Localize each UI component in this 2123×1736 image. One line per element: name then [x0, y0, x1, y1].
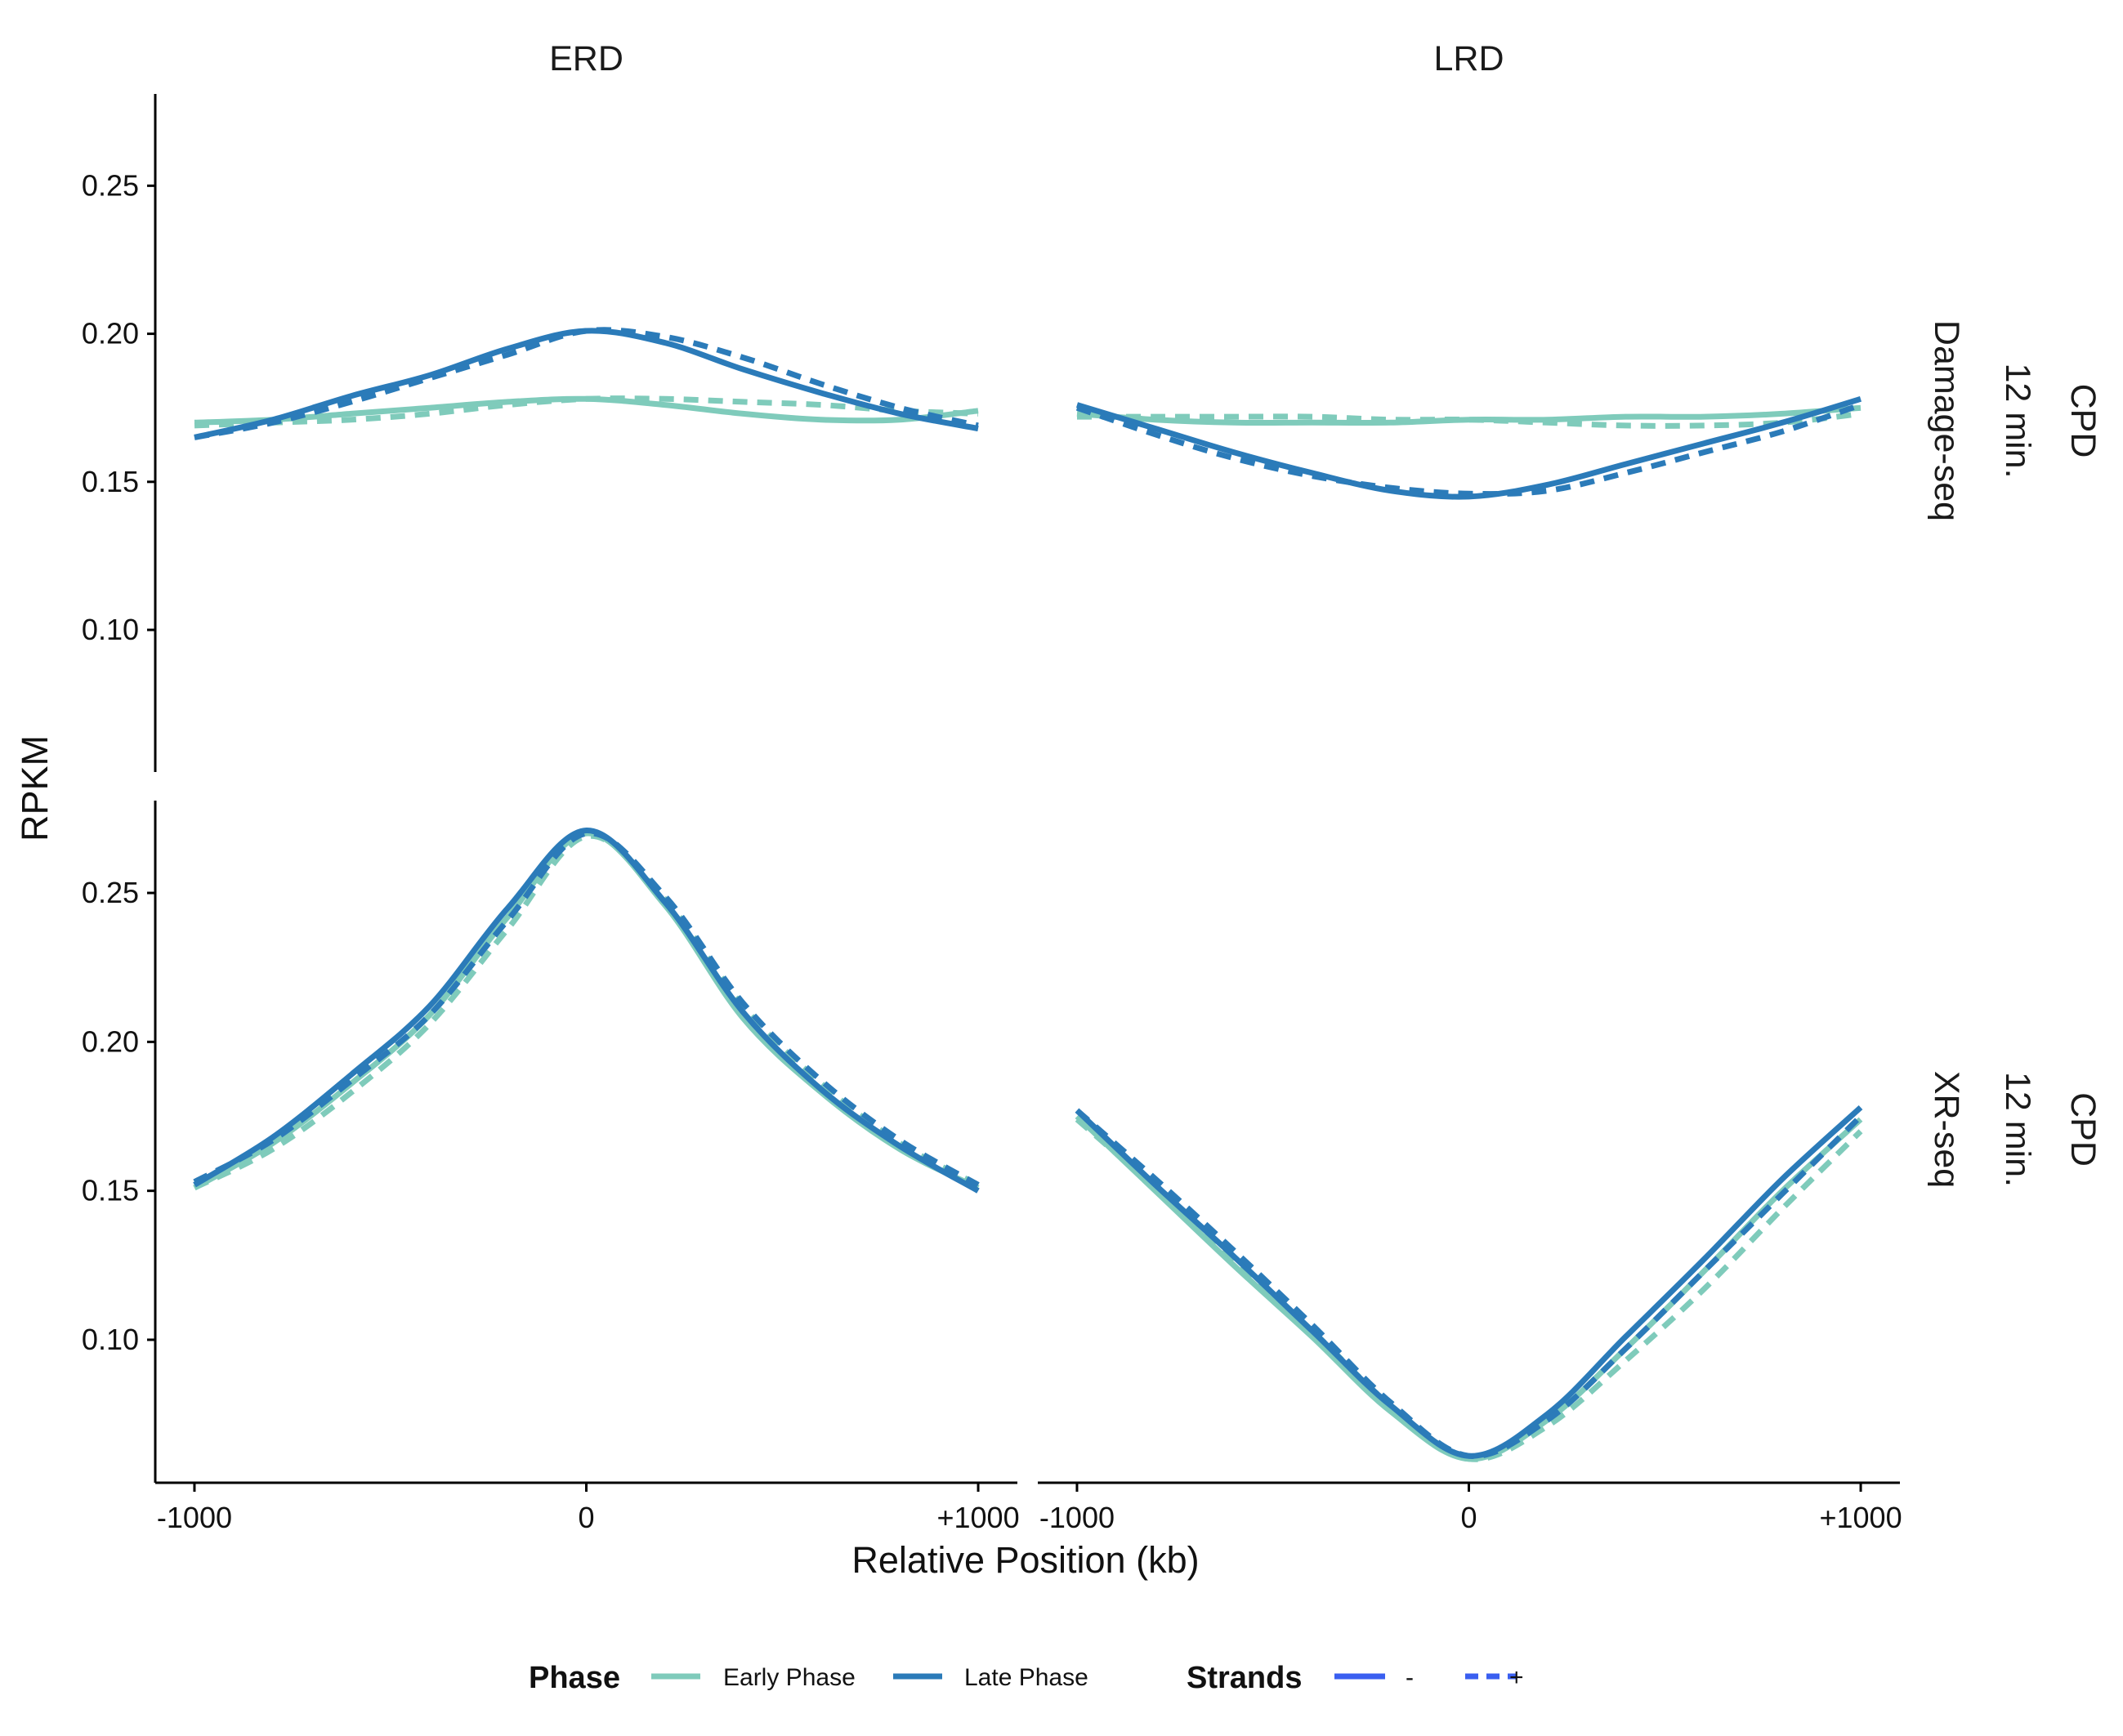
legend-label-strand: -	[1406, 1664, 1414, 1691]
legend-phase-title: Phase	[529, 1661, 620, 1695]
series-lines	[193, 327, 1863, 1462]
y-tick-label: 0.15	[82, 465, 139, 498]
y-tick-label: 0.25	[82, 168, 139, 202]
x-tick-label: 0	[578, 1501, 594, 1534]
x-tick-label: -1000	[1039, 1501, 1115, 1534]
y-tick-label: 0.20	[82, 317, 139, 350]
series-line-early-minus	[193, 830, 980, 1191]
y-axis-title: RPKM	[14, 735, 56, 841]
row-strip-label: CPD	[2063, 1092, 2103, 1167]
row-strip-label: XR-seq	[1927, 1071, 1966, 1188]
series-line-late-plus	[193, 830, 980, 1188]
row-strip-label: 12 min.	[1998, 363, 2037, 478]
x-tick-label: +1000	[936, 1501, 1019, 1534]
legend-label-early: Early Phase	[723, 1664, 856, 1691]
x-axis-title: Relative Position (kb)	[851, 1539, 1199, 1581]
series-line-early-minus	[1076, 404, 1862, 426]
series-line-early-plus	[193, 832, 980, 1191]
legend: Phase Early Phase Late Phase Strands - +	[529, 1661, 1524, 1695]
series-line-late-plus	[1075, 402, 1862, 498]
series-line-early-plus	[1077, 410, 1862, 429]
series-line-early-plus	[194, 395, 979, 429]
series-line-late-plus	[1075, 1108, 1863, 1459]
row-strip-label: Damage-seq	[1927, 320, 1966, 521]
y-tick-label: 0.15	[82, 1174, 139, 1207]
series-line-late-plus	[194, 327, 979, 440]
series-line-late-minus	[193, 827, 980, 1194]
panel-axes	[147, 94, 1900, 1492]
column-strip-label: LRD	[1433, 39, 1504, 78]
y-tick-label: 0.10	[82, 1323, 139, 1356]
series-line-late-minus	[1075, 395, 1862, 500]
facet-strip-labels: ERD LRD CPD 12 min. Damage-seq CPD 12 min. XR-s…	[549, 39, 2103, 1188]
legend-label-late: Late Phase	[964, 1664, 1088, 1691]
x-tick-label: -1000	[157, 1501, 232, 1534]
row-strip-label: 12 min.	[1998, 1072, 2037, 1187]
legend-strand-title: Strands	[1187, 1661, 1302, 1695]
row-strip-label: CPD	[2063, 384, 2103, 458]
legend-label-strand: +	[1509, 1664, 1524, 1691]
x-tick-label: 0	[1460, 1501, 1477, 1534]
series-line-early-plus	[1075, 1117, 1863, 1462]
tick-labels: 0.10 0.15 0.20 0.25 0.10 0.15 0.20 0.25 -1000 0 +1…	[82, 168, 1902, 1534]
series-line-late-minus	[1075, 1105, 1863, 1459]
x-tick-label: +1000	[1819, 1501, 1902, 1534]
y-tick-label: 0.10	[82, 613, 139, 646]
y-tick-label: 0.20	[82, 1024, 139, 1058]
y-tick-label: 0.25	[82, 876, 139, 909]
series-line-early-minus	[1075, 1113, 1863, 1462]
column-strip-label: ERD	[549, 39, 623, 78]
